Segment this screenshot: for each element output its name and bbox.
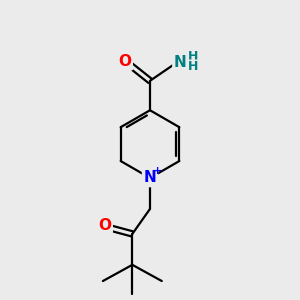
Text: +: +	[153, 167, 162, 176]
Text: H: H	[188, 60, 199, 73]
Text: H: H	[188, 50, 199, 63]
Text: O: O	[98, 218, 111, 232]
Text: N: N	[174, 55, 187, 70]
Text: O: O	[118, 54, 131, 69]
Text: N: N	[144, 170, 156, 185]
